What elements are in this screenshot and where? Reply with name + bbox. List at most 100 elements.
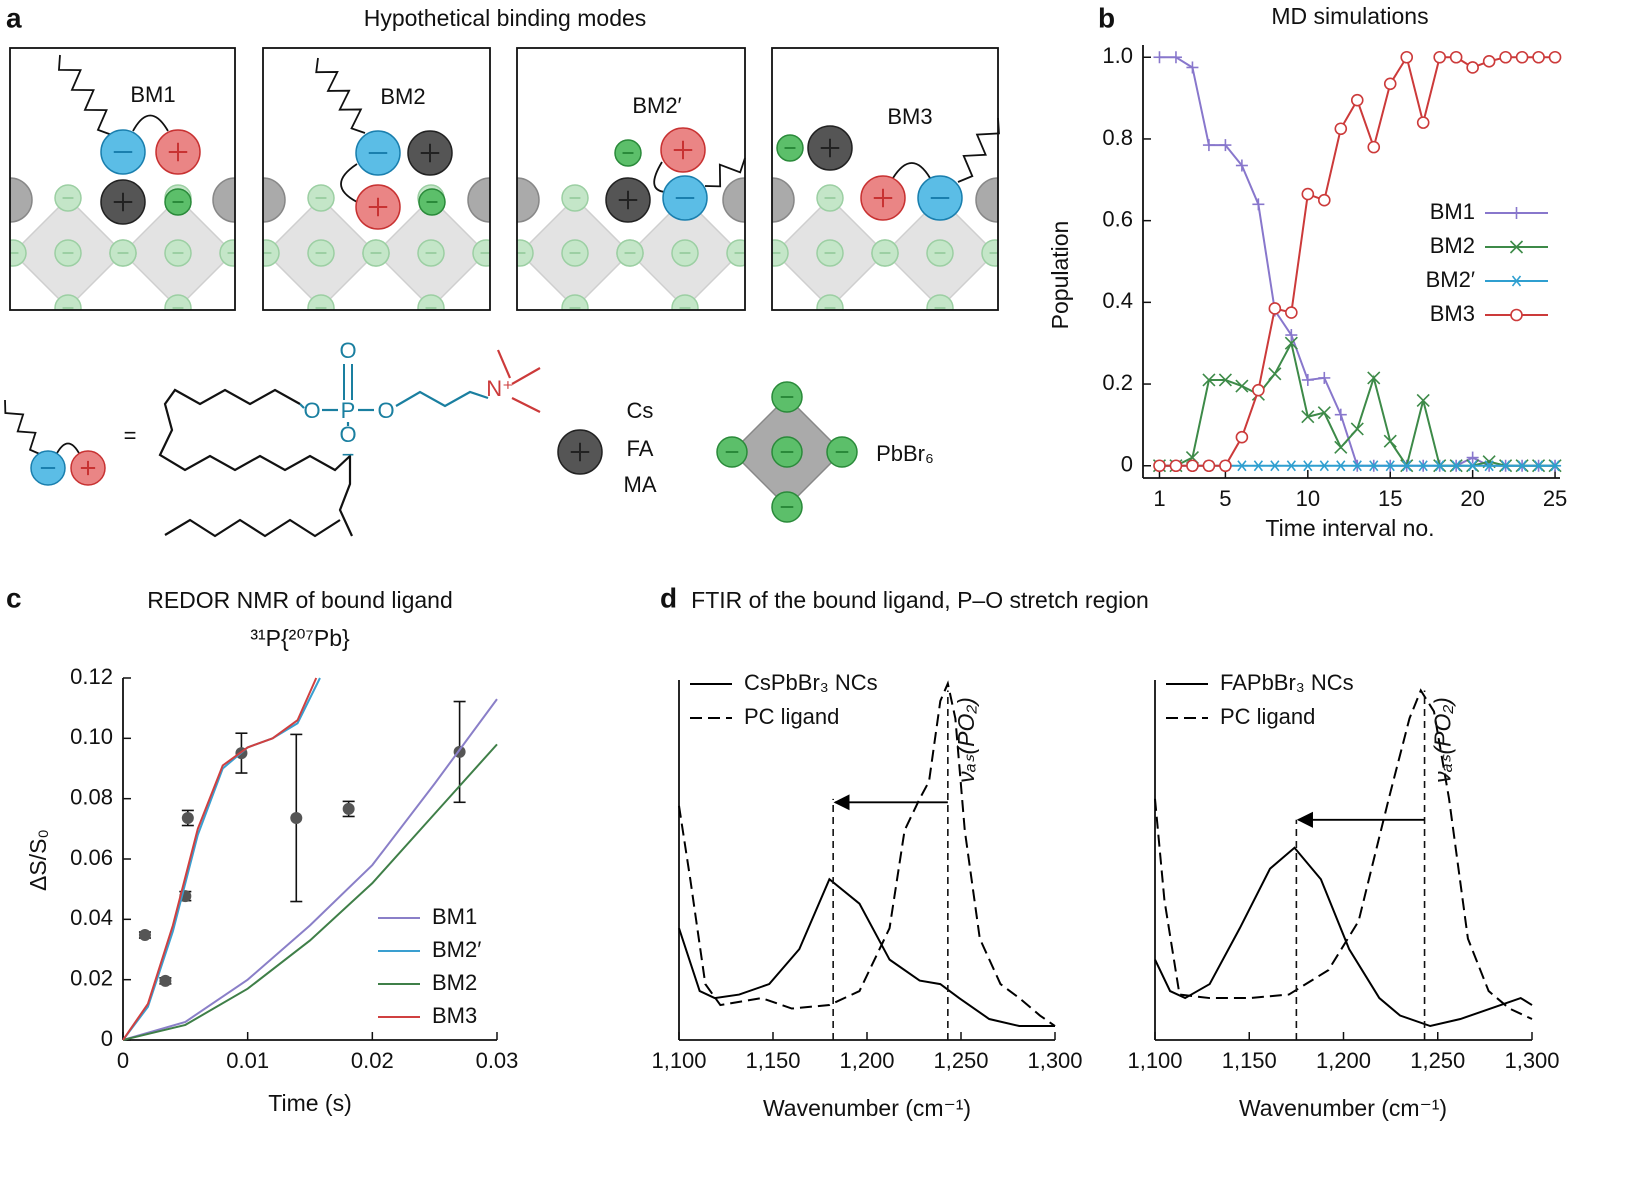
data-point	[290, 811, 303, 824]
x-tick-label: 1	[1153, 486, 1165, 511]
series-line	[122, 698, 498, 1041]
ion	[975, 177, 998, 223]
mode-label: BM1	[130, 82, 175, 107]
panel-a	[4, 47, 1000, 538]
series-line	[122, 677, 318, 1041]
legend-label: BM1	[432, 904, 477, 929]
chain	[957, 117, 1000, 183]
marker-stroke	[1285, 306, 1298, 319]
bond	[496, 349, 512, 379]
series-line	[122, 743, 498, 1041]
legend-label: BM3	[432, 1003, 477, 1028]
atom: O	[377, 398, 394, 423]
mode-frame	[9, 47, 236, 311]
marker-stroke	[1435, 460, 1445, 472]
point	[1268, 302, 1282, 315]
y-axis-title: Population	[1047, 221, 1073, 330]
x-tick-label: 1,100	[651, 1048, 706, 1073]
y-tick-label: 0.06	[70, 845, 113, 870]
point	[1219, 139, 1232, 152]
point	[1483, 460, 1496, 472]
panel-label: a	[6, 2, 22, 33]
series-line	[1159, 56, 1556, 467]
atom: O	[339, 422, 356, 447]
point	[1367, 371, 1381, 385]
point	[1317, 406, 1331, 420]
legend-label: BM2′	[1426, 267, 1475, 292]
panel-label: d	[660, 582, 677, 613]
point	[1532, 460, 1545, 472]
chart-subtitle: ³¹P{²⁰⁷Pb}	[250, 625, 350, 651]
mode-frame	[516, 47, 746, 311]
point	[1153, 459, 1166, 473]
tether	[340, 163, 358, 203]
data-point	[138, 929, 151, 942]
point	[1466, 460, 1479, 472]
marker-stroke	[1532, 50, 1545, 64]
point	[1350, 422, 1364, 436]
point	[1416, 393, 1430, 407]
marker-stroke	[1270, 460, 1280, 472]
point	[1449, 50, 1463, 64]
marker-stroke	[1550, 460, 1560, 472]
x-tick-label: 15	[1378, 486, 1402, 511]
mode-box	[263, 177, 490, 310]
x-tick-label: 0.03	[476, 1048, 519, 1073]
y-tick-label: 0.4	[1102, 288, 1133, 313]
bond	[299, 403, 305, 409]
panel-title: Hypothetical binding modes	[364, 5, 647, 31]
mode-box	[10, 177, 235, 310]
marker-stroke	[1350, 422, 1364, 436]
point	[1301, 460, 1314, 472]
marker-stroke	[1416, 116, 1430, 129]
point	[1532, 50, 1545, 64]
series-line	[678, 877, 1055, 1028]
ion	[926, 294, 954, 310]
annotation: νₐₛ(PO₂)	[1430, 697, 1456, 783]
point	[1235, 379, 1249, 393]
point	[1268, 367, 1282, 381]
marker-stroke	[1284, 336, 1298, 350]
marker-stroke	[1517, 460, 1527, 472]
point	[1351, 460, 1364, 472]
atom: N⁺	[486, 376, 514, 401]
point	[1202, 459, 1216, 473]
ion	[561, 294, 589, 310]
marker-stroke	[1515, 50, 1529, 64]
point	[1466, 451, 1479, 464]
x-tick-label: 1,200	[1316, 1048, 1371, 1073]
point	[1285, 329, 1298, 342]
x-tick-label: 1,250	[1410, 1048, 1465, 1073]
x-tick-label: 0	[117, 1048, 129, 1073]
bond	[511, 367, 541, 385]
marker-stroke	[1418, 460, 1428, 472]
marker-stroke	[1153, 459, 1166, 473]
marker-stroke	[1235, 379, 1249, 393]
point	[1466, 61, 1479, 74]
marker-stroke	[1433, 50, 1446, 64]
point	[1318, 371, 1331, 384]
data-point	[159, 974, 172, 987]
mode-box	[517, 177, 745, 310]
legend-label: BM3	[1430, 301, 1475, 326]
marker-stroke	[1218, 373, 1232, 387]
legend-label: BM2	[1430, 233, 1475, 258]
series-line	[1159, 54, 1556, 467]
octahedron-label: PbBr₆	[876, 441, 934, 466]
bond	[395, 390, 489, 408]
x-tick-label: 1,300	[1504, 1048, 1559, 1073]
point	[1433, 50, 1446, 64]
marker-stroke	[1449, 50, 1463, 64]
ion	[164, 294, 192, 310]
equals: =	[124, 423, 137, 448]
x-tick-label: 0.01	[226, 1048, 269, 1073]
x-tick-label: 1,100	[1127, 1048, 1182, 1073]
ion	[219, 239, 235, 267]
marker-stroke	[1510, 308, 1523, 322]
tether	[892, 162, 931, 179]
x-tick-label: 10	[1296, 486, 1320, 511]
x-axis-title: Wavenumber (cm⁻¹)	[1239, 1095, 1447, 1121]
y-tick-label: 0.8	[1102, 125, 1133, 150]
point	[1318, 193, 1331, 207]
point	[1252, 460, 1265, 472]
